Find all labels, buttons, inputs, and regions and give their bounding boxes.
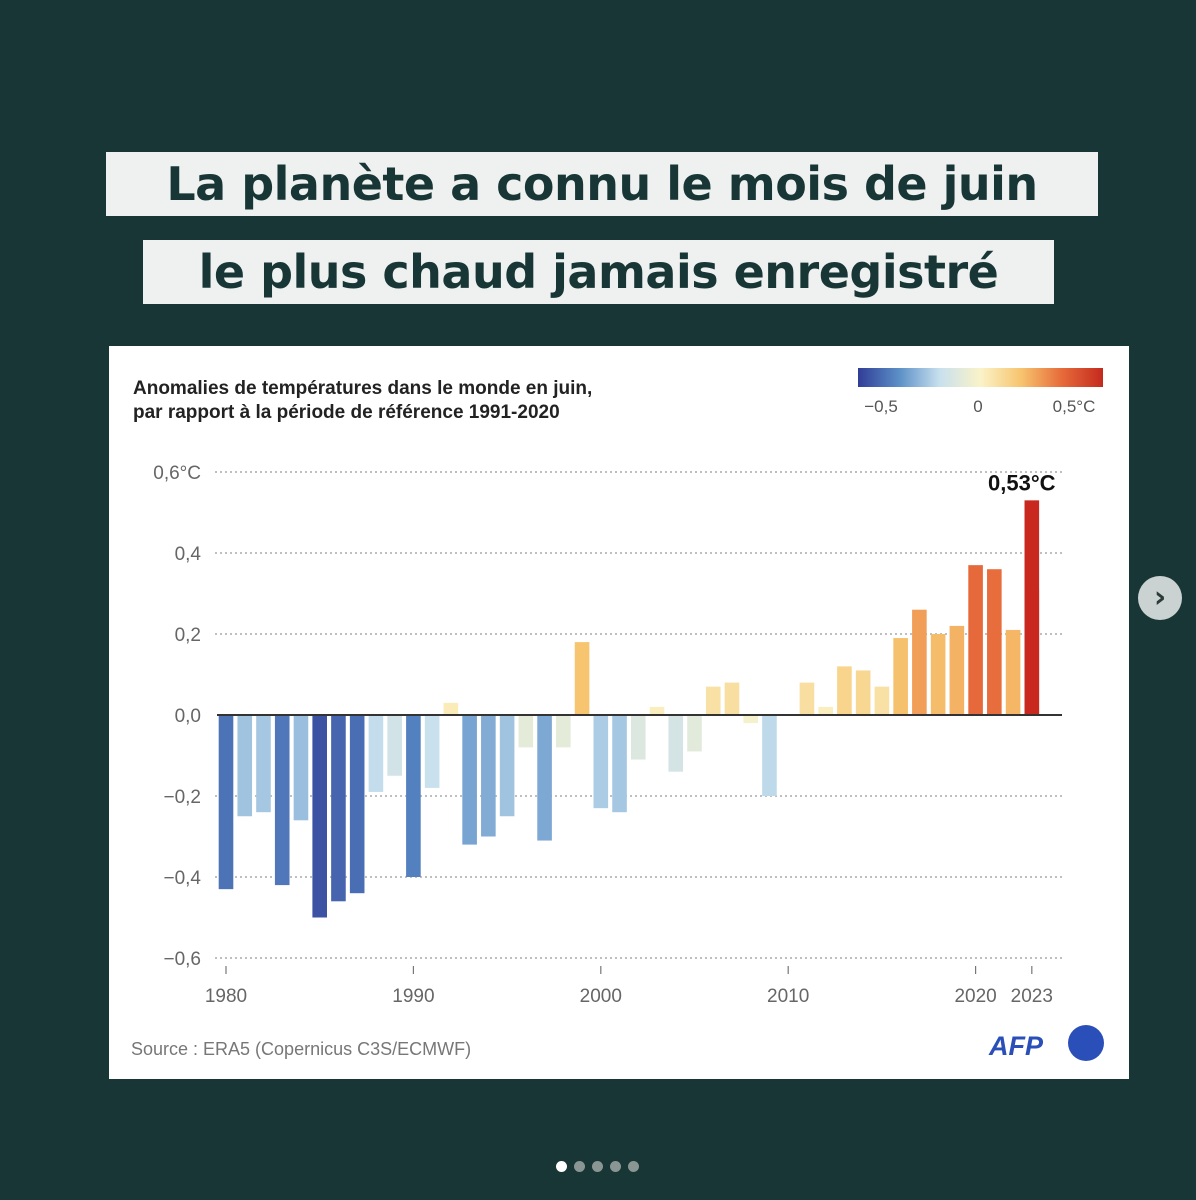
colorbar-min-label: −0,5	[864, 397, 898, 416]
carousel-dot[interactable]	[610, 1161, 621, 1172]
bar-1985	[312, 715, 327, 918]
bar-1995	[499, 715, 515, 817]
bar-2016	[893, 638, 908, 715]
bar-2021	[987, 569, 1002, 715]
bar-1998	[556, 715, 571, 748]
bar-2002	[630, 715, 646, 760]
carousel-dot[interactable]	[574, 1161, 585, 1172]
bar-2017	[912, 609, 927, 715]
bar-2007	[724, 682, 740, 715]
x-tick-label: 1990	[392, 986, 434, 1007]
chart-title: Anomalies de températures dans le monde …	[133, 378, 592, 399]
bar-2020	[968, 565, 983, 715]
bar-1981	[237, 715, 253, 817]
y-tick-label: −0,6	[163, 949, 201, 970]
y-axis-ticks: 0,6°C 0,4 0,2 0,0 −0,2 −0,4 −0,6	[153, 463, 201, 970]
chevron-right-icon: ›	[1153, 580, 1167, 615]
next-slide-button[interactable]: ›	[1138, 576, 1182, 620]
bar-2000	[593, 715, 609, 809]
bar-2005	[687, 715, 702, 752]
bar-2014	[855, 670, 871, 715]
temperature-anomaly-chart: Anomalies de températures dans le monde …	[131, 368, 1104, 1061]
bars	[218, 500, 1040, 918]
source-text: Source : ERA5 (Copernicus C3S/ECMWF)	[131, 1039, 471, 1059]
bar-2008	[743, 715, 759, 724]
bar-1996	[518, 715, 534, 748]
bar-2015	[874, 686, 890, 715]
x-tick-label: 2000	[580, 986, 622, 1007]
bar-1984	[293, 715, 309, 821]
carousel-dot[interactable]	[556, 1161, 567, 1172]
chart-subtitle: par rapport à la période de référence 19…	[133, 402, 560, 423]
colorbar-max-label: 0,5°C	[1053, 397, 1096, 416]
bar-2001	[612, 715, 627, 813]
y-tick-label: 0,2	[175, 625, 201, 646]
x-tick-label: 2023	[1011, 986, 1053, 1007]
bar-2019	[949, 625, 965, 715]
bar-2013	[837, 666, 852, 715]
bar-2018	[930, 634, 946, 715]
bar-1986	[331, 715, 346, 902]
bar-1997	[537, 715, 552, 841]
bar-1980	[218, 715, 234, 890]
y-tick-label: −0,4	[163, 868, 201, 889]
bar-1983	[274, 715, 290, 886]
bar-1993	[462, 715, 477, 845]
afp-logo-circle	[1068, 1025, 1104, 1061]
bar-2012	[818, 706, 833, 715]
bar-1989	[387, 715, 402, 776]
y-tick-label: 0,0	[175, 706, 201, 727]
bar-1994	[481, 715, 496, 837]
bar-2003	[649, 706, 665, 715]
bar-1992	[443, 702, 459, 715]
bar-2006	[705, 686, 721, 715]
carousel-pagination	[556, 1161, 639, 1172]
bar-1982	[256, 715, 271, 813]
x-tick-label: 2020	[954, 986, 996, 1007]
colorbar	[858, 368, 1103, 387]
afp-logo: AFP	[988, 1031, 1044, 1061]
bar-1991	[424, 715, 440, 788]
carousel-dot[interactable]	[628, 1161, 639, 1172]
colorbar-mid-label: 0	[973, 397, 982, 416]
highlight-label-2023: 0,53°C	[988, 470, 1056, 495]
chart-card: Anomalies de températures dans le monde …	[109, 346, 1129, 1079]
bar-2022	[1005, 629, 1021, 715]
bar-1999	[574, 642, 590, 715]
y-tick-label: 0,6°C	[153, 463, 201, 484]
bar-2004	[668, 715, 684, 772]
x-tick-label: 1980	[205, 986, 247, 1007]
headline-line-2: le plus chaud jamais enregistré	[143, 240, 1054, 304]
bar-2023-highlight	[1024, 500, 1040, 715]
headline-line-1: La planète a connu le mois de juin	[106, 152, 1098, 216]
carousel-dot[interactable]	[592, 1161, 603, 1172]
bar-2009	[762, 715, 777, 796]
bar-1990	[406, 715, 421, 877]
x-tick-label: 2010	[767, 986, 809, 1007]
bar-1987	[349, 715, 365, 894]
bar-2011	[799, 682, 815, 715]
x-axis-ticks: 1980 1990 2000 2010 2020 2023	[205, 966, 1053, 1007]
y-tick-label: 0,4	[175, 544, 202, 565]
y-tick-label: −0,2	[163, 787, 201, 808]
bar-1988	[368, 715, 384, 792]
